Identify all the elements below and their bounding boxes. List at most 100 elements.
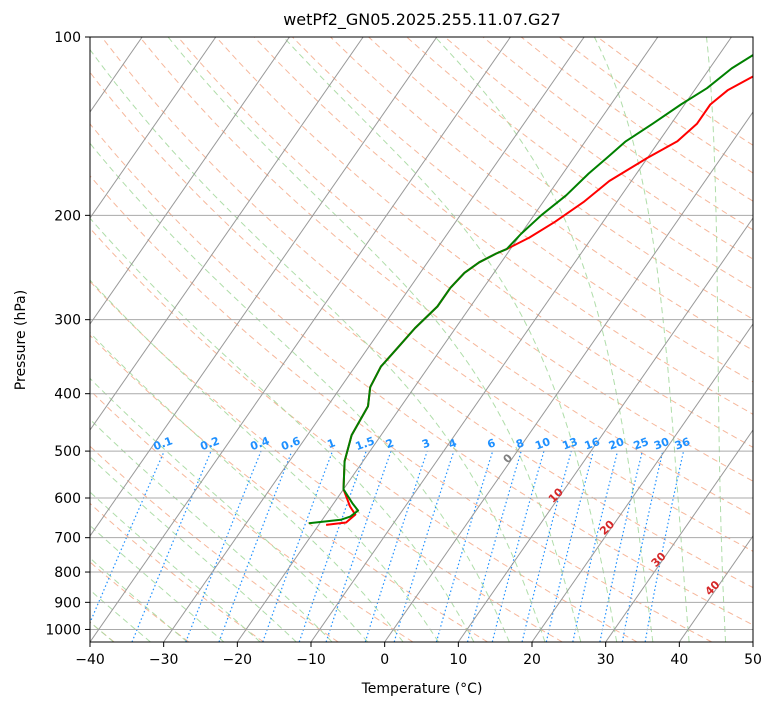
mixing-ratio-label: 2: [384, 436, 396, 451]
y-tick-label: 300: [54, 313, 81, 329]
mixing-ratio-label: 6: [486, 436, 498, 451]
moist-adiabat: [90, 48, 546, 642]
mixing-ratio-label: 0.2: [198, 434, 221, 453]
moist-adiabat: [761, 37, 775, 642]
y-tick-label: 600: [54, 491, 81, 507]
skewed-isotherm: [163, 37, 585, 642]
mixing-ratio-line: [131, 450, 212, 642]
mixing-ratio-line: [545, 450, 594, 642]
mixing-ratio-label: 25: [632, 435, 651, 452]
skewed-isotherm: [90, 37, 438, 537]
x-tick-label: −40: [75, 652, 105, 668]
mixing-ratio-line: [218, 450, 293, 642]
mixing-ratio-line: [90, 450, 165, 625]
mixing-ratio-label: 36: [673, 435, 692, 453]
x-tick-label: 0: [380, 652, 389, 668]
dry-adiabat: [90, 502, 264, 642]
mixing-ratio-line: [262, 450, 334, 642]
mixing-ratio-line: [644, 450, 685, 642]
x-tick-label: 10: [449, 652, 467, 668]
dewpoint-profile: [308, 53, 753, 525]
moist-adiabat: [90, 418, 333, 642]
mixing-ratio-line: [521, 450, 572, 642]
skewed-isotherm: [605, 429, 753, 642]
moist-adiabat-label: 10: [546, 485, 566, 505]
moist-adiabat-label: 40: [703, 578, 723, 598]
mixing-ratio-label: 0.4: [248, 434, 271, 453]
mixing-ratio-label: 0.1: [152, 434, 175, 453]
y-tick-label: 200: [54, 208, 81, 224]
mixing-ratio-line: [491, 450, 545, 642]
mixing-ratio-label: 13: [561, 435, 580, 452]
background-lines: [90, 37, 775, 642]
skewed-isotherm: [678, 535, 753, 642]
dry-adiabat: [90, 71, 753, 589]
dry-adiabat: [90, 227, 638, 642]
skewed-isotherm: [90, 37, 364, 431]
mixing-ratio-line: [325, 450, 392, 642]
x-tick-label: −10: [296, 652, 326, 668]
x-tick-label: 30: [597, 652, 615, 668]
moist-adiabat: [90, 142, 510, 642]
y-axis-label: Pressure (hPa): [13, 290, 29, 390]
mixing-ratio-label: 1.5: [354, 434, 377, 453]
mixing-ratio-line: [621, 450, 664, 642]
skewed-isotherm: [0, 37, 68, 642]
mixing-ratio-label: 30: [652, 435, 671, 453]
moist-adiabat-label: 30: [649, 549, 669, 569]
moist-adiabat: [90, 491, 261, 642]
skewed-isotherm: [90, 37, 290, 325]
mixing-ratio-label: 20: [607, 435, 626, 453]
y-tick-label: 500: [54, 444, 81, 460]
dry-adiabat: [330, 37, 753, 351]
dry-adiabat: [215, 37, 753, 448]
mixing-ratio-line: [185, 450, 262, 642]
line-labels: 0.10.20.40.611.52346810131620253036-100-…: [152, 434, 723, 598]
x-tick-label: 50: [744, 652, 762, 668]
x-tick-label: 20: [523, 652, 541, 668]
plot-frame: [89, 36, 754, 643]
dry-adiabat: [90, 389, 414, 642]
dry-adiabat: [177, 37, 753, 482]
mixing-ratio-label: 0.6: [279, 434, 302, 453]
moist-adiabat: [434, 37, 654, 642]
mixing-ratio-line: [298, 450, 367, 642]
dry-adiabat: [368, 37, 753, 320]
x-tick-label: −30: [149, 652, 179, 668]
y-tick-label: 900: [54, 595, 81, 611]
moist-adiabat: [90, 589, 151, 642]
dry-adiabat: [90, 445, 339, 642]
y-axis-ticks: 100 200 300 400 500 600 700 800 900 1000: [45, 30, 90, 638]
x-axis-label: Temperature (°C): [361, 681, 483, 697]
mixing-ratio-label: 10: [533, 435, 552, 453]
moist-adiabat: [90, 557, 188, 642]
dry-adiabat: [597, 37, 753, 146]
dry-adiabat: [253, 37, 753, 415]
moist-adiabat: [90, 217, 475, 642]
mixing-ratio-line: [364, 450, 428, 642]
skewed-isotherm: [531, 323, 753, 642]
y-tick-label: 1000: [45, 622, 81, 638]
mixing-ratio-line: [572, 450, 619, 642]
skewed-isotherms: [0, 37, 753, 642]
skewed-isotherm: [90, 37, 217, 219]
mixing-ratio-label: 3: [420, 436, 432, 451]
pressure-grid: [90, 37, 753, 630]
moist-adiabat: [90, 377, 369, 642]
moist-adiabat: [90, 331, 404, 642]
moist-adiabat: [90, 279, 439, 642]
y-tick-label: 400: [54, 387, 81, 403]
y-tick-label: 100: [54, 30, 81, 46]
skewed-isotherm: [384, 111, 753, 642]
skewed-isotherm: [236, 37, 659, 642]
x-axis-ticks: −40 −30 −20 −10 0 10 20 30 40 50: [75, 642, 762, 668]
mixing-ratio-line: [599, 450, 643, 642]
skewed-isotherm: [90, 37, 511, 642]
sounding-profiles: [308, 53, 753, 526]
mixing-ratio-label: 16: [583, 435, 602, 453]
moist-adiabat-label: 0: [501, 451, 516, 466]
dry-adiabat: [90, 334, 488, 642]
mixing-ratio-line: [466, 450, 522, 642]
dry-adiabat: [90, 280, 563, 642]
